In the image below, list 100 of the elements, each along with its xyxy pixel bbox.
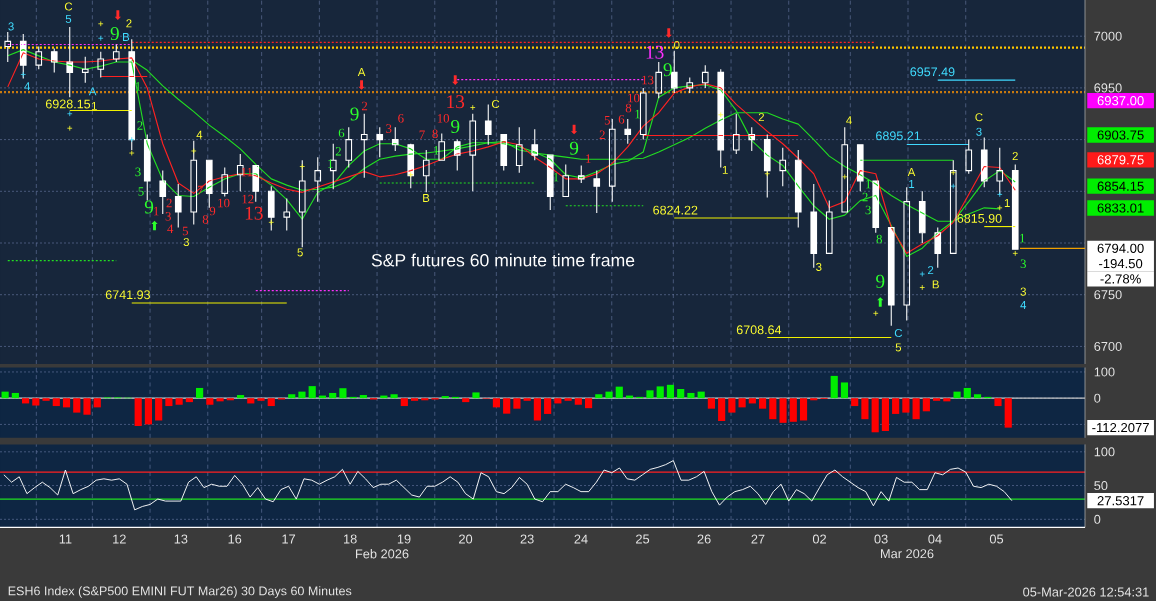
annotation: 4 — [846, 116, 852, 125]
text: 27.5317 — [1097, 496, 1144, 506]
annotation: 4 — [24, 82, 31, 91]
annotation: 8 — [876, 234, 882, 244]
y-tick-label: 100 — [1094, 367, 1115, 377]
annotation: 6895.21 — [876, 131, 921, 141]
annotation: 4 — [196, 130, 203, 139]
annotation: 6824.22 — [653, 205, 698, 215]
annotation: 6 — [398, 114, 404, 123]
annotation: 3 — [8, 22, 14, 31]
x-tick-label: 12 — [113, 534, 126, 544]
annotation: 2 — [361, 101, 368, 111]
y-tick-label: 6950 — [1094, 83, 1122, 93]
annotation: 2 — [335, 147, 341, 156]
annotation: 2 — [928, 265, 934, 274]
annotation: 7 — [419, 130, 425, 139]
annotation: 2 — [1012, 151, 1018, 160]
annotation: 3 — [135, 167, 141, 177]
annotation: 10 — [628, 93, 640, 103]
text: Feb 2026 — [356, 549, 409, 559]
annotation: 6815.90 — [957, 213, 1002, 223]
y-tick-label: 0 — [1094, 393, 1101, 403]
annotation: 1 — [586, 154, 591, 163]
annotation: 1 — [91, 101, 97, 110]
annotation: 1 — [909, 180, 915, 188]
annotation: 3 — [1020, 259, 1026, 269]
annotation: 13 — [447, 95, 465, 109]
annotation: 1 — [434, 146, 439, 155]
x-tick-label: 16 — [228, 534, 242, 544]
x-tick-label: 17 — [282, 534, 296, 544]
x-tick-label: 04 — [928, 534, 942, 544]
annotation: 5 — [895, 343, 902, 352]
x-tick-label: 24 — [574, 534, 588, 544]
x-tick-label: 26 — [697, 534, 711, 544]
annotation: 9 — [144, 200, 154, 214]
annotation: 9 — [663, 63, 672, 77]
annotation: 3 — [386, 124, 392, 133]
y-tick-label: 0 — [1094, 514, 1101, 524]
y-tick-label: 6750 — [1094, 290, 1122, 300]
annotation: 5 — [65, 15, 72, 23]
annotation: 1 — [154, 206, 159, 216]
annotation: 6928.15 — [45, 99, 91, 109]
x-tick-label: 20 — [459, 534, 473, 544]
annotation: 8 — [432, 129, 438, 139]
annotation: B — [423, 194, 430, 202]
annotation: ⬇ — [358, 80, 365, 90]
annotation: 9 — [350, 107, 359, 121]
annotation: 6 — [338, 128, 345, 138]
annotation: 1 — [553, 172, 559, 182]
x-tick-label: 19 — [397, 534, 411, 544]
annotation: 9 — [876, 274, 885, 288]
annotation: 6708.64 — [736, 325, 782, 335]
annotation: A — [357, 68, 366, 76]
annotation: 6741.93 — [105, 290, 151, 300]
annotation: 9 — [110, 27, 119, 41]
x-tick-label: 02 — [812, 534, 827, 544]
y-tick-label: 100 — [1094, 447, 1115, 457]
annotation: C — [491, 99, 500, 109]
x-tick-label: 18 — [343, 534, 357, 544]
annotation: 9 — [209, 206, 216, 216]
annotation: 3 — [865, 205, 871, 215]
annotation: 4 — [1020, 301, 1027, 309]
annotation: 1 — [722, 165, 728, 174]
annotation: 8 — [625, 103, 632, 113]
annotation: 13 — [646, 45, 664, 59]
text: 6833.01 — [1097, 203, 1144, 213]
text: 6854.15 — [1097, 181, 1144, 191]
annotation: C — [975, 113, 983, 122]
annotation: 3 — [1020, 287, 1026, 296]
text: 6794.00 — [1097, 243, 1144, 253]
annotation: 2 — [137, 121, 143, 130]
annotation: 0 — [674, 40, 680, 50]
text: 6879.75 — [1097, 155, 1144, 165]
text: -194.50 — [1099, 258, 1143, 269]
x-tick-label: 13 — [174, 534, 188, 544]
annotation: 10 — [437, 113, 450, 123]
x-tick-label: 27 — [751, 534, 765, 544]
annotation: A — [907, 168, 916, 176]
y-tick-label: 7000 — [1094, 31, 1122, 41]
annotation: 1 — [1004, 199, 1010, 207]
annotation: 4 — [167, 224, 174, 233]
annotation: 2 — [166, 198, 172, 208]
annotation: B — [123, 33, 130, 41]
annotation: 3 — [165, 212, 171, 221]
y-tick-label: 6700 — [1094, 341, 1122, 351]
annotation: 6957.49 — [910, 67, 955, 77]
text: -2.78% — [1100, 274, 1141, 284]
annotation: ⬇ — [452, 75, 459, 85]
annotation: C — [64, 2, 73, 11]
x-tick-label: 25 — [636, 534, 650, 544]
annotation: 5 — [182, 226, 189, 236]
annotation: 2 — [599, 130, 605, 140]
annotation: 3 — [183, 237, 190, 247]
annotation: 1 — [328, 159, 333, 168]
annotation: C — [894, 328, 903, 338]
x-tick-label: 05 — [989, 534, 1004, 544]
x-tick-label: 11 — [59, 534, 72, 544]
x-tick-label: 03 — [874, 534, 888, 544]
annotation: 7 — [198, 185, 204, 195]
x-tick-label: 23 — [520, 534, 534, 544]
